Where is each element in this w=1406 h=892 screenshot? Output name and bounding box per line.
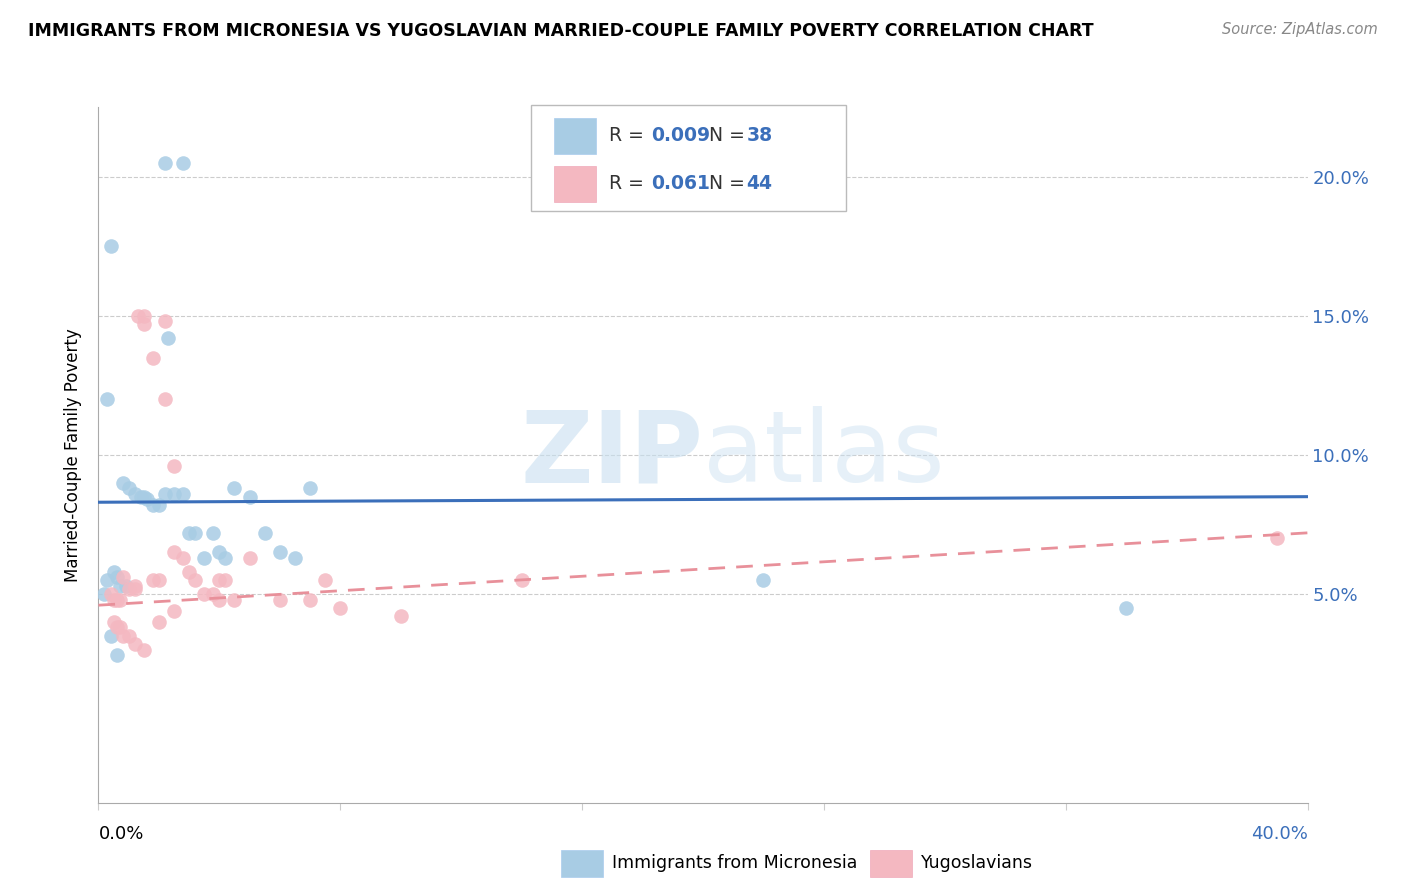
Point — [153, 392, 176, 407]
Y-axis label: Married-Couple Family Poverty: Married-Couple Family Poverty — [65, 328, 83, 582]
Text: Immigrants from Micronesia: Immigrants from Micronesia — [612, 855, 858, 872]
Point — [100, 629, 122, 643]
Point — [153, 314, 176, 328]
Point — [96, 573, 118, 587]
Point — [314, 573, 336, 587]
Point — [108, 620, 131, 634]
Point — [224, 592, 246, 607]
Point — [172, 487, 194, 501]
Point — [208, 592, 231, 607]
Point — [184, 525, 207, 540]
Point — [132, 317, 155, 331]
Point — [172, 155, 194, 169]
Text: atlas: atlas — [703, 407, 945, 503]
Point — [389, 609, 412, 624]
Point — [148, 498, 170, 512]
Point — [124, 637, 146, 651]
Point — [100, 587, 122, 601]
Point — [163, 458, 186, 473]
Point — [100, 239, 122, 253]
Point — [284, 550, 307, 565]
Point — [239, 490, 262, 504]
Point — [153, 487, 176, 501]
Point — [111, 475, 134, 490]
Point — [111, 570, 134, 584]
Point — [179, 565, 201, 579]
Point — [269, 545, 291, 559]
Point — [135, 492, 157, 507]
Point — [132, 309, 155, 323]
Point — [1267, 532, 1289, 546]
Point — [129, 490, 152, 504]
Text: R =: R = — [609, 175, 650, 194]
Point — [253, 525, 276, 540]
Point — [224, 481, 246, 495]
Point — [124, 579, 146, 593]
Text: 38: 38 — [747, 127, 773, 145]
Point — [193, 550, 215, 565]
Point — [163, 487, 186, 501]
Point — [269, 592, 291, 607]
Text: Yugoslavians: Yugoslavians — [921, 855, 1033, 872]
Point — [208, 573, 231, 587]
Point — [142, 573, 165, 587]
Point — [193, 587, 215, 601]
Point — [111, 629, 134, 643]
Text: Source: ZipAtlas.com: Source: ZipAtlas.com — [1222, 22, 1378, 37]
Point — [132, 490, 155, 504]
Point — [202, 587, 225, 601]
Point — [148, 615, 170, 629]
Point — [214, 573, 236, 587]
Text: 44: 44 — [747, 175, 772, 194]
Text: IMMIGRANTS FROM MICRONESIA VS YUGOSLAVIAN MARRIED-COUPLE FAMILY POVERTY CORRELAT: IMMIGRANTS FROM MICRONESIA VS YUGOSLAVIA… — [28, 22, 1094, 40]
Point — [142, 351, 165, 365]
Point — [163, 604, 186, 618]
Point — [184, 573, 207, 587]
Point — [148, 573, 170, 587]
Point — [124, 487, 146, 501]
Text: 0.061: 0.061 — [651, 175, 710, 194]
Point — [108, 579, 131, 593]
Text: 0.0%: 0.0% — [98, 825, 143, 843]
Text: ZIP: ZIP — [520, 407, 703, 503]
Point — [105, 620, 128, 634]
Text: N =: N = — [697, 175, 751, 194]
Point — [153, 155, 176, 169]
Point — [299, 592, 322, 607]
Point — [510, 573, 533, 587]
Point — [93, 587, 115, 601]
Point — [329, 601, 352, 615]
Text: N =: N = — [697, 127, 751, 145]
Point — [118, 481, 141, 495]
Point — [105, 592, 128, 607]
Point — [132, 642, 155, 657]
Point — [202, 525, 225, 540]
Point — [96, 392, 118, 407]
Text: R =: R = — [609, 127, 650, 145]
Point — [127, 309, 149, 323]
Point — [208, 545, 231, 559]
Point — [118, 629, 141, 643]
Point — [105, 570, 128, 584]
Point — [299, 481, 322, 495]
Point — [239, 550, 262, 565]
Point — [163, 545, 186, 559]
Point — [124, 582, 146, 596]
Point — [214, 550, 236, 565]
Text: 40.0%: 40.0% — [1251, 825, 1308, 843]
Point — [118, 582, 141, 596]
Point — [142, 498, 165, 512]
Point — [172, 550, 194, 565]
Point — [1115, 601, 1137, 615]
Point — [752, 573, 775, 587]
Point — [179, 525, 201, 540]
Point — [114, 579, 136, 593]
Point — [103, 615, 125, 629]
Point — [103, 565, 125, 579]
Text: 0.009: 0.009 — [651, 127, 710, 145]
Point — [156, 331, 179, 345]
Point — [103, 592, 125, 607]
Point — [108, 592, 131, 607]
Point — [105, 648, 128, 663]
